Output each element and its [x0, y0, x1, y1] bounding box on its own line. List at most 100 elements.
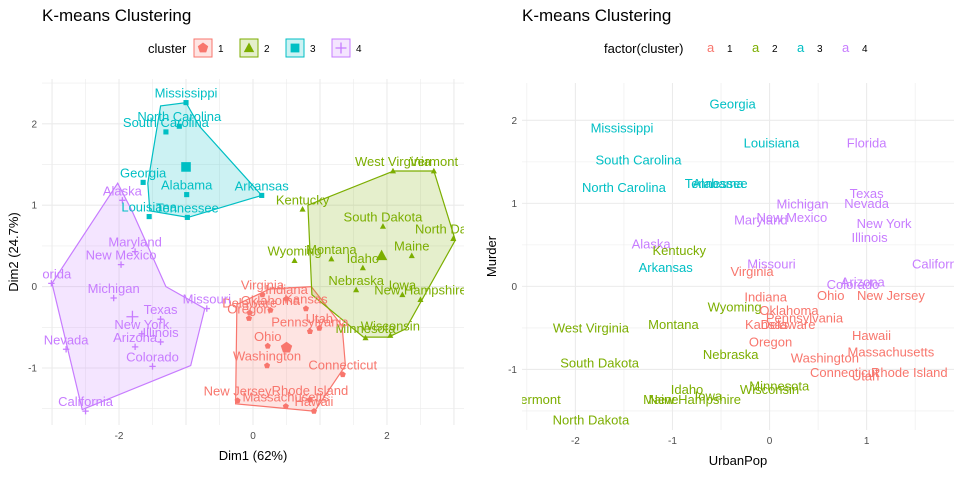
- left-plot-area: Alabama Alaska Arizona Arkansas California Co…: [32, 86, 492, 415]
- left-point-label: Alaska: [103, 183, 143, 198]
- right-point-label: Pennsylvania: [766, 310, 844, 325]
- left-point: [264, 342, 271, 349]
- left-point: [62, 346, 70, 353]
- right-point-label: Alabama: [692, 176, 744, 191]
- left-point: [163, 129, 169, 135]
- left-y-tick-label: -1: [28, 364, 37, 375]
- right-x-tick-label: -2: [571, 436, 580, 447]
- left-point: [282, 403, 289, 409]
- left-y-tick-label: 0: [31, 282, 37, 293]
- right-legend-title: factor(cluster): [604, 41, 683, 56]
- left-point: [316, 324, 323, 331]
- left-point-label: New Mexico: [86, 248, 157, 263]
- left-point-label: Utah: [306, 311, 333, 326]
- right-point-label: Indiana: [744, 290, 787, 305]
- right-y-tick-label: 0: [511, 282, 517, 293]
- left-x-tick-label: -2: [115, 431, 124, 442]
- left-point: [450, 235, 457, 241]
- left-point: [157, 315, 164, 323]
- right-point-label: Iowa: [695, 388, 723, 403]
- left-point-label: Oklahoma: [241, 293, 301, 308]
- left-point-label: Maine: [394, 239, 429, 254]
- right-y-tick-label: -1: [508, 365, 517, 376]
- left-point-label: California: [58, 394, 114, 409]
- left-point: [359, 264, 366, 271]
- right-point-label: New Hampshire: [649, 392, 741, 407]
- left-point-label: Vermont: [410, 154, 459, 169]
- left-point: [157, 338, 164, 346]
- right-point-label: New York: [857, 216, 912, 231]
- right-point-label: Alaska: [632, 237, 672, 252]
- right-x-tick-label: 0: [767, 436, 773, 447]
- right-plot-area: Georgia Mississippi Louisiana Florida South …: [522, 96, 954, 427]
- left-legend-label: 2: [264, 44, 270, 55]
- left-point-label: South Carolina: [123, 115, 210, 130]
- right-point-label: Arkansas: [639, 260, 694, 275]
- left-point: [302, 305, 309, 312]
- right-point-label: Delaware: [761, 317, 816, 332]
- left-point-label: Tennessee: [156, 200, 219, 215]
- right-legend-key-marker: a: [842, 40, 850, 55]
- left-point: [291, 257, 298, 263]
- right-point-label: New Mexico: [756, 210, 827, 225]
- right-point-label: West Virginia: [553, 320, 630, 335]
- left-x-tick-label: 0: [250, 431, 256, 442]
- left-point-label: Oregon: [227, 301, 270, 316]
- right-point-label: Maine: [643, 392, 678, 407]
- left-point-label: New Hampshire: [374, 283, 466, 298]
- right-point-label: Virginia: [731, 264, 775, 279]
- right-point-label: Idaho: [671, 382, 704, 397]
- left-legend-key-marker: [197, 42, 209, 53]
- left-point-label: Alabama: [161, 178, 213, 193]
- left-point-label: New York: [114, 317, 169, 332]
- left-point: [131, 343, 139, 351]
- right-legend: factor(cluster) a 1 a 2 a 3 a 4: [604, 40, 868, 56]
- right-point-label: Wisconsin: [740, 382, 799, 397]
- right-point-label: North Carolina: [582, 180, 667, 195]
- right-point-label: Kansas: [745, 317, 789, 332]
- right-legend-label: 2: [772, 44, 778, 55]
- left-point: [176, 123, 182, 129]
- left-point-label: New Jersey: [204, 384, 272, 399]
- left-point: [48, 280, 55, 287]
- left-point-label: Minnesota: [336, 321, 397, 336]
- left-point: [131, 248, 139, 255]
- left-point-label: Virginia: [241, 278, 285, 293]
- right-y-tick-label: 1: [511, 199, 517, 210]
- left-point: [399, 291, 406, 298]
- left-point: [306, 396, 313, 403]
- left-cluster-center: [375, 249, 388, 261]
- left-point: [82, 407, 89, 415]
- right-point-label: Arizona: [841, 275, 886, 290]
- right-point-label: Nevada: [844, 196, 890, 211]
- right-point-label: Maryland: [734, 212, 787, 227]
- right-point-label: Texas: [850, 186, 884, 201]
- right-point-label: Louisiana: [744, 135, 800, 150]
- right-legend-key-marker: a: [707, 40, 715, 55]
- right-grid: [522, 83, 954, 430]
- left-point-label: Pennsylvania: [271, 314, 349, 329]
- left-point: [339, 371, 346, 378]
- left-point-label: Nebraska: [328, 273, 384, 288]
- right-x-tick-label: 1: [864, 436, 870, 447]
- left-x-axis-label: Dim1 (62%): [219, 448, 288, 463]
- left-title: K-means Clustering: [42, 6, 191, 25]
- left-legend-label: 3: [310, 44, 316, 55]
- right-point-label: Montana: [648, 317, 699, 332]
- left-point-label: Florida: [32, 266, 73, 281]
- right-point-label: Rhode Island: [871, 365, 948, 380]
- left-point: [379, 223, 386, 229]
- left-point-label: North Dakota: [415, 222, 492, 237]
- left-point: [417, 296, 424, 303]
- right-point-label: Wyoming: [708, 300, 762, 315]
- left-point: [328, 255, 335, 262]
- right-x-axis-label: UrbanPop: [709, 453, 768, 468]
- right-point-label: Mississippi: [591, 120, 654, 135]
- left-point-label: Nevada: [44, 332, 90, 347]
- left-point-label: Delaware: [222, 296, 277, 311]
- left-point-label: Louisiana: [121, 200, 177, 215]
- left-point-label: Idaho: [347, 251, 380, 266]
- right-point-label: Colorado: [827, 277, 880, 292]
